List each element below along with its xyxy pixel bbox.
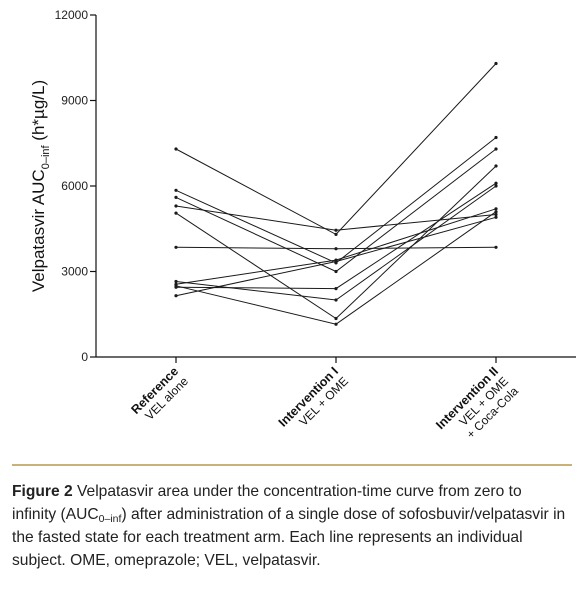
subject-point	[334, 228, 338, 232]
y-tick-label: 3000	[61, 265, 88, 279]
y-tick-label: 0	[81, 350, 88, 364]
caption-divider	[12, 464, 572, 466]
y-axis-title: Velpatasvir AUC0–inf (h*µg/L)	[29, 80, 52, 292]
subject-point	[174, 245, 178, 249]
subject-point	[334, 232, 338, 236]
subject-point	[494, 181, 498, 185]
subject-point	[334, 259, 338, 264]
figure-caption: Figure 2 Velpatasvir area under the conc…	[12, 480, 568, 572]
figure-label: Figure 2	[12, 483, 73, 500]
subject-point	[494, 210, 498, 214]
subject-line	[175, 148, 497, 273]
y-axis-title-unit: (h*µg/L)	[29, 80, 48, 146]
caption-subscript: 0–inf	[98, 513, 122, 525]
subject-point	[494, 245, 498, 249]
subject-point	[334, 316, 338, 321]
y-tick-label: 12000	[55, 8, 89, 22]
subject-line	[175, 211, 497, 325]
subject-point	[494, 212, 498, 217]
subject-line	[175, 185, 497, 301]
y-axis-title-main: Velpatasvir AUC	[29, 169, 48, 292]
subject-point	[174, 147, 178, 151]
subject-point	[174, 294, 178, 298]
subject-line	[175, 63, 497, 236]
series-layer	[174, 61, 498, 326]
subject-point	[494, 184, 498, 188]
subject-point	[174, 284, 178, 288]
subject-point	[334, 287, 338, 291]
caption-text-2: ) after administration of a single dose …	[12, 506, 566, 569]
subject-point	[174, 211, 178, 215]
y-axis: 0 3000 6000 9000 12000	[55, 8, 97, 364]
subject-point	[174, 195, 178, 199]
caption-text-1: Velpatasvir area under the concentration…	[12, 483, 522, 523]
subject-point	[334, 298, 338, 302]
subject-point	[334, 247, 338, 251]
y-axis-title-subscript: 0–inf	[40, 144, 52, 169]
subject-line	[175, 165, 497, 320]
subject-point	[494, 147, 498, 151]
subject-point	[334, 322, 338, 326]
subject-line	[175, 137, 497, 264]
subject-point	[494, 215, 498, 219]
subject-point	[494, 164, 498, 168]
subject-point	[334, 269, 338, 274]
y-tick-label: 6000	[61, 179, 88, 193]
subject-point	[494, 135, 498, 140]
subject-line	[175, 205, 497, 231]
subject-point	[494, 61, 498, 66]
y-tick-label: 9000	[61, 94, 88, 108]
subject-point	[174, 188, 178, 192]
subject-point	[174, 204, 178, 208]
subject-point	[494, 207, 498, 211]
subject-point	[174, 279, 178, 284]
